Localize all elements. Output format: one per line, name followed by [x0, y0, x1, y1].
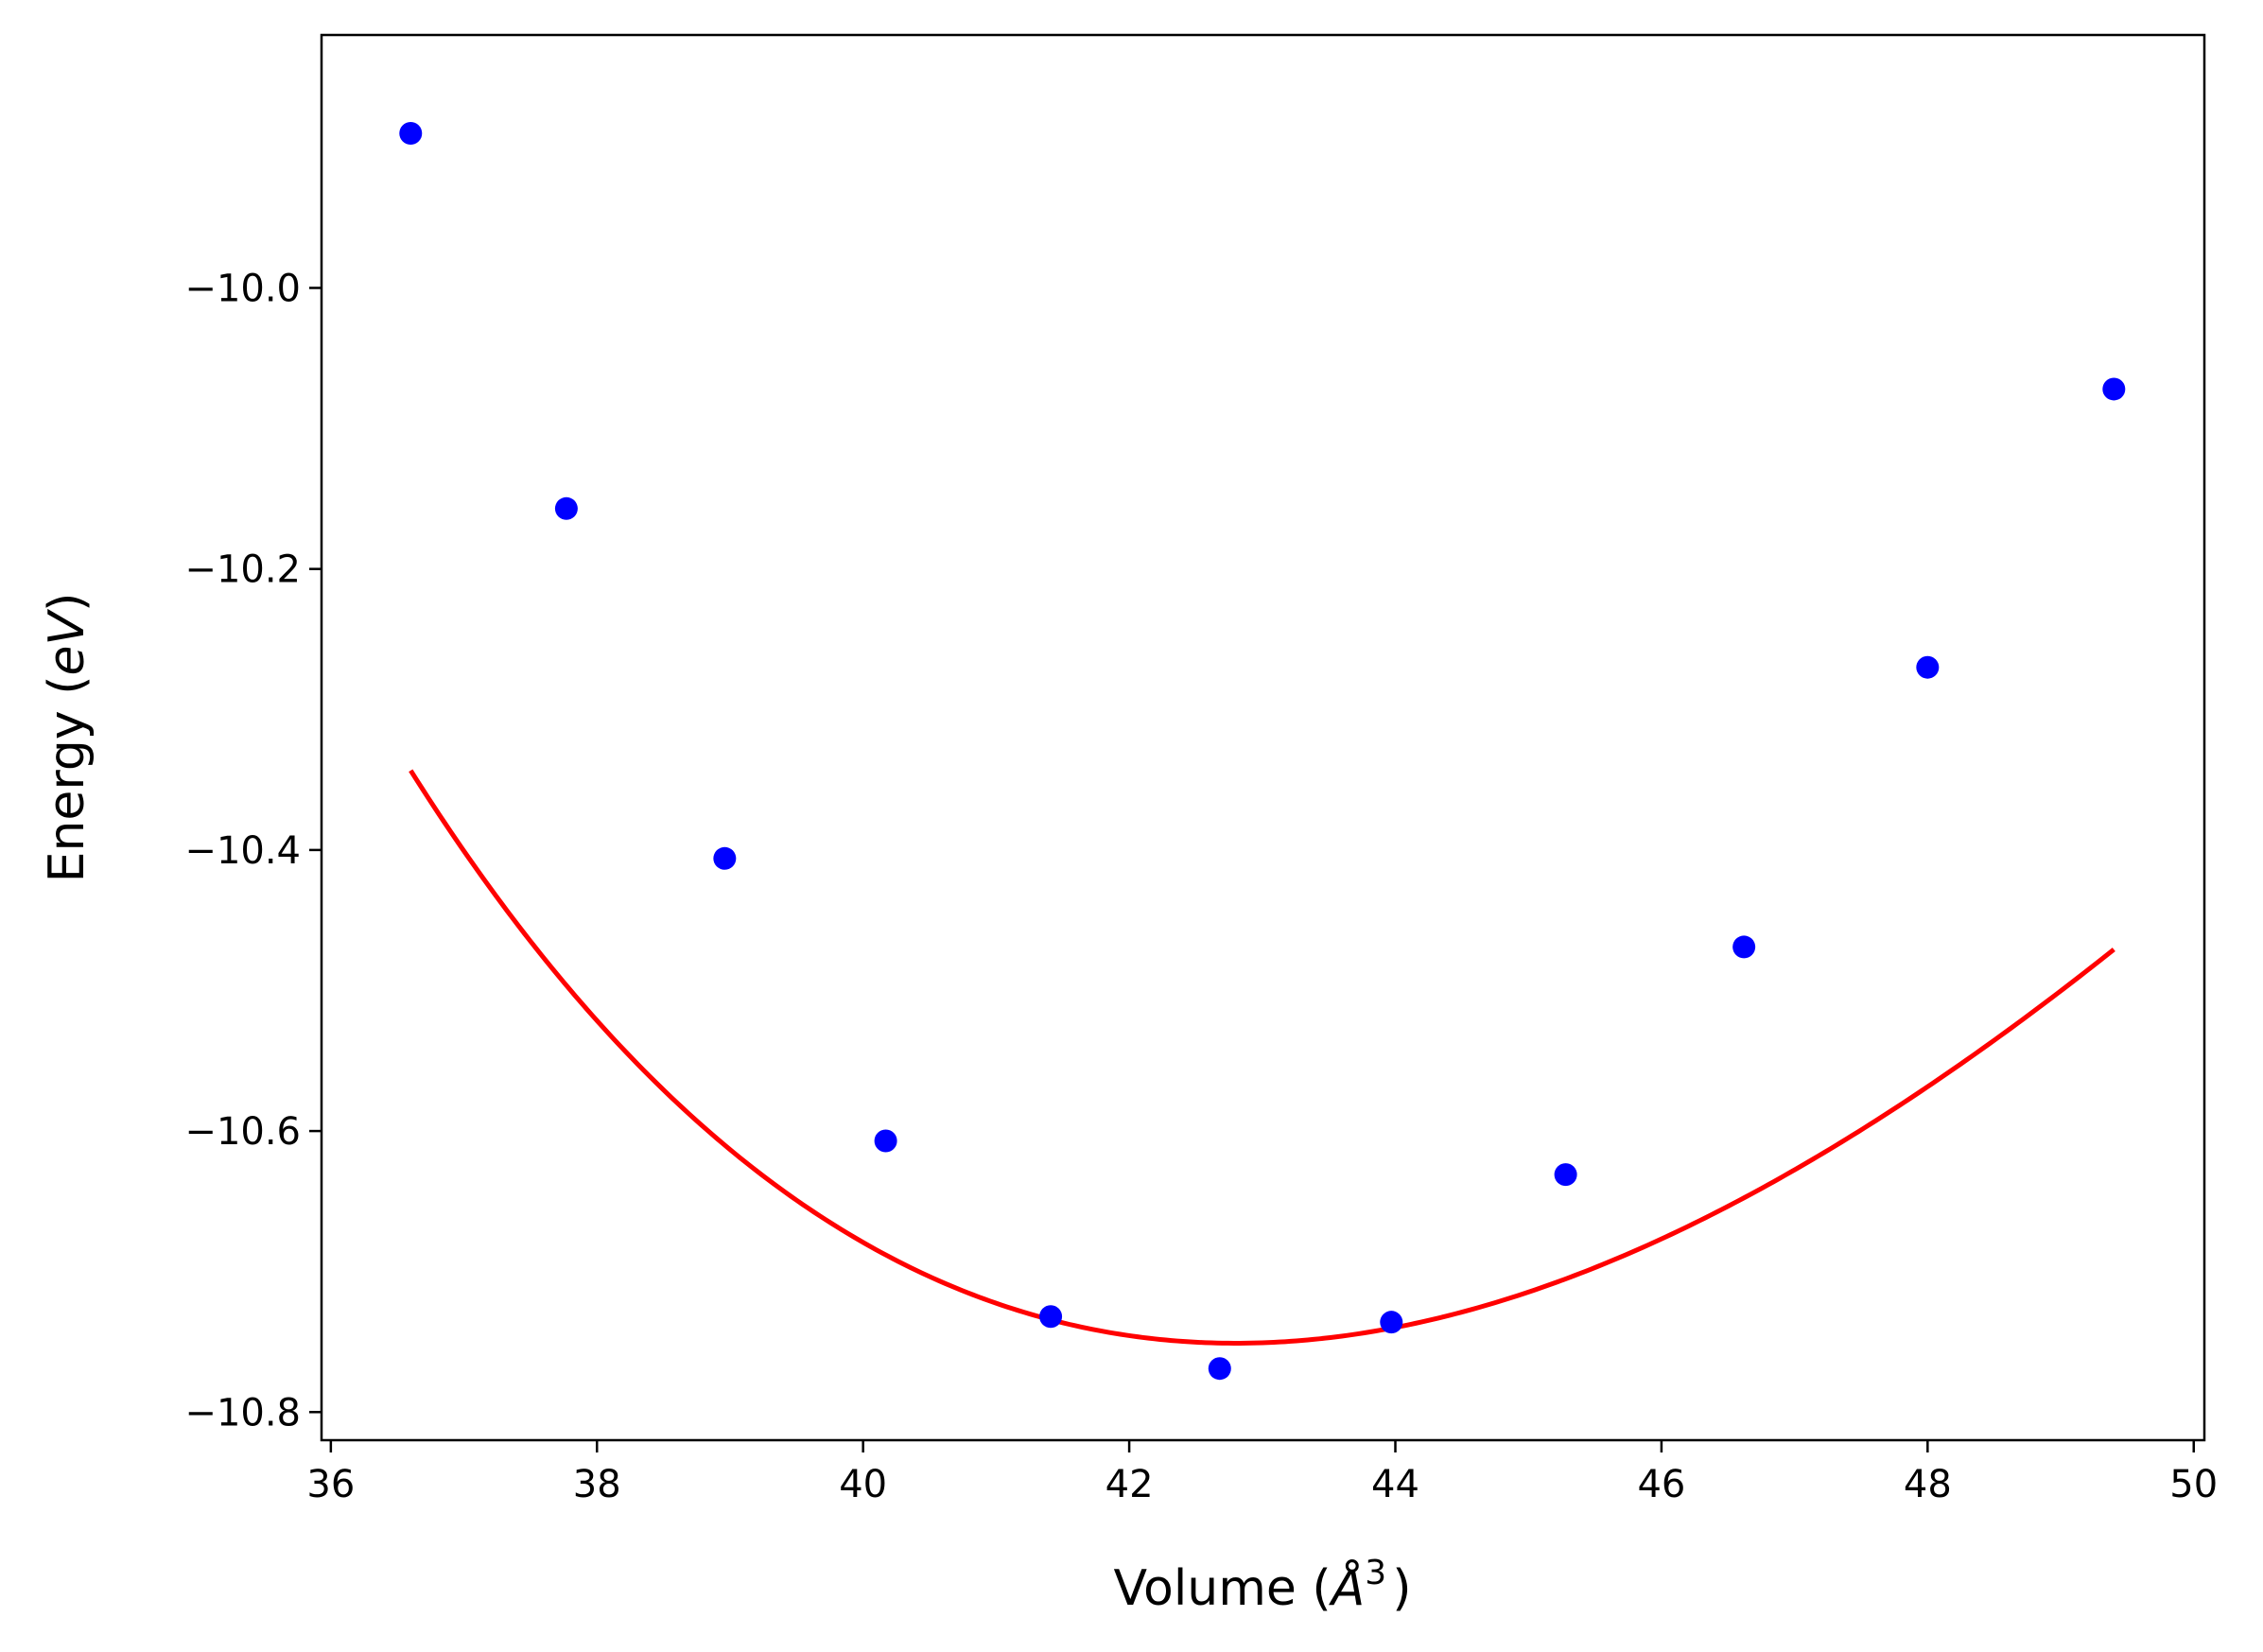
data-points-layer	[399, 122, 2126, 1381]
data-point	[1039, 1305, 1063, 1329]
y-axis-title-unit: eV	[39, 609, 96, 676]
y-axis-title-prefix: Energy (	[39, 676, 96, 883]
y-tick-label: −10.6	[184, 1110, 301, 1154]
data-point	[554, 496, 578, 520]
x-tick-label: 44	[1371, 1463, 1419, 1506]
x-tick-label: 50	[2169, 1463, 2218, 1506]
y-tick-label: −10.4	[184, 829, 301, 873]
plot-area	[322, 35, 2204, 1440]
x-axis-title-superscript: 3	[1365, 1554, 1386, 1592]
y-tick-label: −10.8	[184, 1391, 301, 1435]
fit-curve-layer	[409, 769, 2115, 1346]
x-tick-label: 38	[573, 1463, 621, 1506]
y-tick-label: −10.2	[184, 548, 301, 592]
data-point	[1554, 1163, 1577, 1187]
y-axis-title: Energy (eV)	[39, 593, 96, 883]
data-point	[713, 846, 737, 870]
x-tick-label: 40	[839, 1463, 887, 1506]
y-tick-label: −10.0	[184, 267, 301, 310]
plot-frame	[320, 33, 2206, 1442]
x-tick-label: 46	[1637, 1463, 1685, 1506]
x-axis-title: Volume (Å3)	[1114, 1554, 1412, 1617]
x-tick-label: 42	[1105, 1463, 1154, 1506]
data-point	[1208, 1357, 1231, 1381]
data-point	[874, 1129, 897, 1153]
x-tick-label: 48	[1904, 1463, 1952, 1506]
x-axis-title-suffix: )	[1392, 1560, 1411, 1617]
data-point	[1380, 1311, 1403, 1334]
data-point	[1732, 935, 1756, 959]
x-tick-label: 36	[306, 1463, 355, 1506]
x-axis-ticks: 36 38 40 42 44 46 48 50	[306, 1440, 2218, 1506]
y-axis-title-suffix: )	[39, 593, 96, 612]
fit-curve	[409, 769, 2115, 1346]
x-axis-title-unit: Å	[1329, 1558, 1366, 1617]
data-point	[2102, 377, 2126, 401]
data-point	[399, 122, 423, 146]
y-axis-ticks: −10.8 −10.6 −10.4 −10.2 −10.0	[184, 267, 322, 1435]
data-point	[1916, 655, 1940, 679]
x-axis-title-prefix: Volume (	[1114, 1560, 1332, 1617]
